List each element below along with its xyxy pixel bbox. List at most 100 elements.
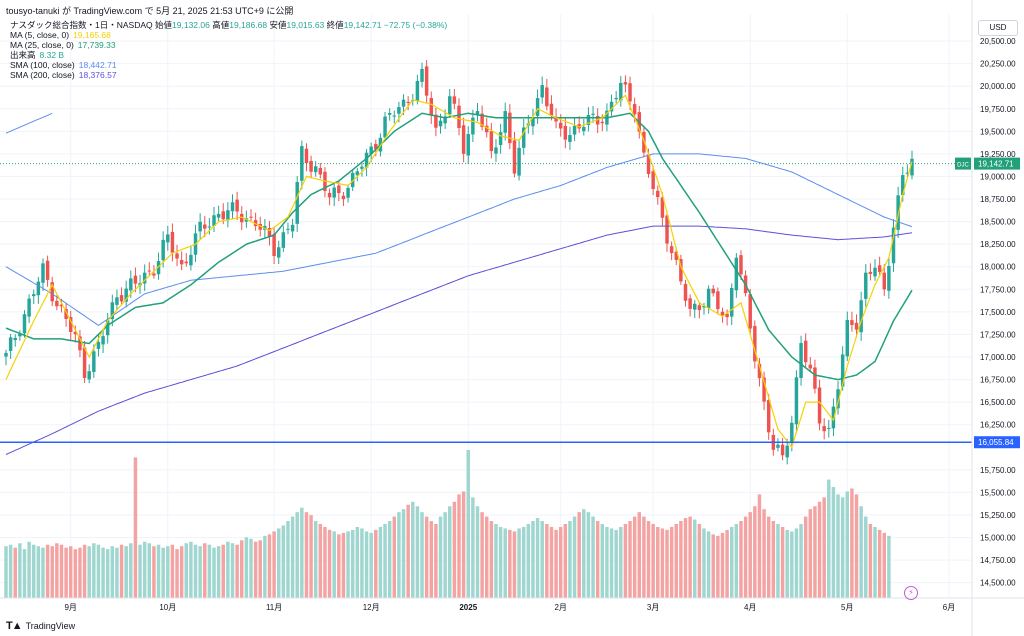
y-tick-label: 15,500.00 — [980, 488, 1016, 497]
volume-bar — [558, 526, 563, 598]
candle-body — [859, 300, 863, 333]
volume-bar — [817, 501, 822, 598]
x-tick-label: 10月 — [159, 603, 176, 612]
candle-body — [448, 96, 452, 115]
volume-bar — [295, 512, 299, 598]
candle-body — [896, 195, 900, 230]
volume-bar — [346, 531, 350, 598]
volume-bar — [240, 540, 244, 598]
candlesticks — [4, 60, 914, 465]
sma100-line-segment — [5, 112, 53, 134]
candle-body — [68, 317, 73, 333]
volume-bar — [166, 546, 170, 598]
volume-bar — [300, 507, 304, 598]
candle-body — [45, 260, 50, 280]
candle-body — [286, 228, 290, 230]
volume-bar — [216, 546, 221, 598]
candle-body — [568, 135, 572, 142]
x-tick-label: 2月 — [554, 603, 566, 612]
symbol-ohlc-row: ナスダック総合指数・1日・NASDAQ 始値19,132.06 高値19,186… — [10, 20, 447, 30]
candle-body — [693, 303, 697, 310]
currency-button[interactable]: USD — [978, 20, 1018, 36]
lightning-icon[interactable]: ⚡ — [904, 586, 918, 600]
volume-bar — [503, 528, 507, 598]
y-tick-label: 15,000.00 — [980, 534, 1016, 543]
y-tick-label: 17,000.00 — [980, 353, 1016, 362]
volume-bar — [785, 529, 789, 598]
volume-bar — [203, 543, 207, 598]
y-tick-label: 17,250.00 — [980, 330, 1016, 339]
legend-ma25-value: 17,739.33 — [77, 40, 116, 50]
change-value: −72.75 (−0.38%) — [383, 20, 448, 30]
volume-bar — [457, 494, 461, 598]
volume-bar — [332, 531, 336, 598]
volume-bar — [55, 543, 59, 598]
candle-body — [910, 158, 914, 176]
close-value: 19,142.71 — [343, 20, 382, 30]
legend-volume-label: 出来高 — [10, 50, 36, 60]
candle-body — [669, 246, 674, 254]
candle-body — [105, 320, 110, 336]
volume-bar — [415, 506, 420, 598]
publish-line: tousyo-tanuki が TradingView.com で 5月 21,… — [6, 6, 294, 16]
volume-bar — [526, 524, 531, 598]
candle-body — [651, 171, 655, 190]
volume-bar — [161, 547, 165, 598]
x-tick-label: 11月 — [266, 603, 282, 612]
volume-bar — [207, 544, 212, 598]
volume-bar — [693, 519, 697, 598]
volume-bar — [170, 544, 175, 598]
candle-body — [318, 167, 323, 175]
volume-bar — [766, 516, 771, 598]
candle-body — [545, 87, 549, 107]
volume-bar — [679, 521, 683, 598]
candle-body — [868, 271, 873, 274]
candle-body — [864, 272, 868, 299]
last-price-symbol: DJC — [957, 163, 969, 169]
volume-bar — [877, 529, 882, 598]
volume-bar — [845, 491, 850, 598]
symbol-name[interactable]: ナスダック総合指数・1日・NASDAQ — [10, 20, 153, 30]
volume-bar — [582, 509, 586, 598]
legend-ma5[interactable]: MA (5, close, 0) 19,165.68 — [10, 30, 447, 40]
candle-body — [443, 116, 447, 124]
candle-body — [660, 197, 665, 218]
legend-volume[interactable]: 出来高 8.32 B — [10, 50, 447, 60]
legend-sma100[interactable]: SMA (100, close) 18,442.71 — [10, 60, 447, 70]
candle-body — [346, 187, 350, 198]
volume-bar — [771, 521, 776, 598]
candle-body — [757, 363, 762, 379]
candle-body — [877, 265, 882, 272]
volume-bar — [212, 547, 216, 598]
candle-body — [840, 354, 845, 387]
candle-body — [235, 199, 239, 212]
candle-body — [87, 371, 91, 380]
candle-body — [179, 259, 184, 265]
volume-bar — [50, 546, 54, 598]
volume-bars — [4, 450, 891, 598]
high-value: 19,186.68 — [229, 20, 268, 30]
legend-sma200[interactable]: SMA (200, close) 18,376.57 — [10, 70, 447, 80]
volume-bar — [840, 497, 845, 598]
volume-bar — [32, 544, 36, 598]
legend-ma25[interactable]: MA (25, close, 0) 17,739.33 — [10, 40, 447, 50]
volume-bar — [540, 521, 544, 598]
candle-body — [665, 215, 669, 244]
y-tick-label: 20,250.00 — [980, 60, 1016, 69]
volume-bar — [397, 512, 401, 598]
volume-bar — [175, 549, 179, 598]
volume-bar — [619, 526, 623, 598]
tradingview-logo-icon: T▲ — [6, 620, 23, 632]
candle-body — [332, 187, 336, 198]
volume-bar — [776, 524, 780, 598]
candle-body — [586, 115, 591, 126]
volume-bar — [720, 532, 725, 598]
volume-bar — [82, 544, 87, 598]
candle-body — [452, 96, 457, 104]
candle-body — [725, 313, 729, 318]
candle-body — [124, 288, 128, 302]
volume-bar — [147, 543, 152, 598]
candle-body — [748, 294, 752, 329]
volume-bar — [729, 526, 734, 598]
